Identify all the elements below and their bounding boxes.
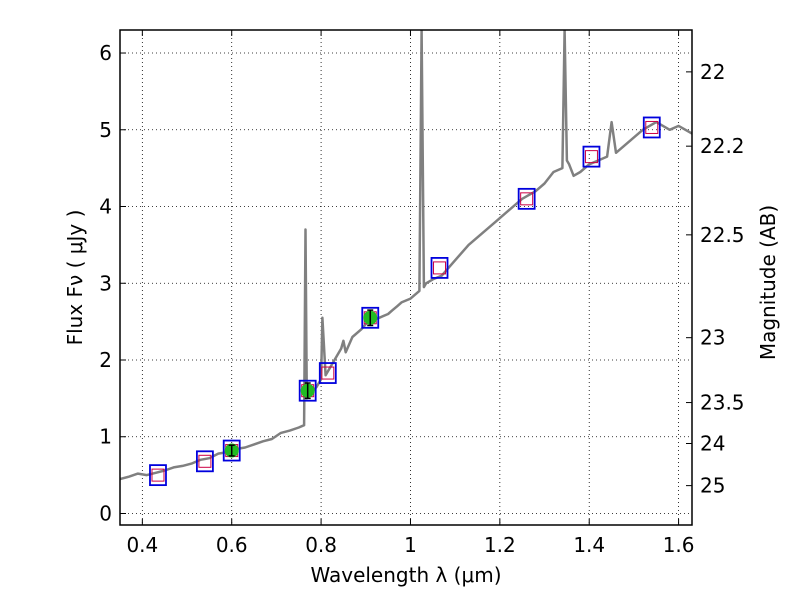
y2-tick-label: 22 xyxy=(700,60,725,84)
axes-frame xyxy=(119,29,693,526)
y2-tick-label: 22.5 xyxy=(700,223,745,247)
model-photometry-box xyxy=(149,464,167,487)
y2-tick-label: 24 xyxy=(700,431,725,455)
y-tick-label: 6 xyxy=(99,41,112,65)
y-tick-label: 4 xyxy=(99,195,112,219)
y2-tick-label: 25 xyxy=(700,474,725,498)
model-photometry-box xyxy=(222,439,241,462)
ticks: 0.4 0.6 0.8 1 1.2 1.4 1.601234562222.222.52323… xyxy=(99,30,745,557)
y2-tick-label: 23 xyxy=(700,326,725,350)
model-photometry-box xyxy=(318,362,337,384)
model-photometry-inner xyxy=(645,120,659,134)
model-photometry-inner xyxy=(520,192,534,206)
model-photometry-box xyxy=(582,145,601,168)
x-tick-label: 1.2 xyxy=(484,533,516,557)
x-tick-label: 1.4 xyxy=(573,533,605,557)
x-tick-label: 1 xyxy=(404,533,417,557)
model-photometry-box xyxy=(196,450,214,473)
model-photometry-box xyxy=(430,257,449,279)
model-photometry-inner xyxy=(321,366,335,380)
x-tick-label: 0.4 xyxy=(126,533,158,557)
model-photometry-box xyxy=(298,379,317,402)
x-tick-label: 0.6 xyxy=(216,533,248,557)
model-photometry-box xyxy=(642,116,661,139)
model-photometry-inner xyxy=(151,468,165,482)
y-tick-label: 0 xyxy=(99,501,112,525)
right-axis-label: Magnitude (AB) xyxy=(756,205,780,360)
y-axis-label: Flux Fν ( μJy ) xyxy=(63,210,87,346)
grid xyxy=(120,30,692,525)
model-photometry-inner xyxy=(584,150,598,164)
model-photometry-inner xyxy=(198,454,212,468)
y-tick-label: 2 xyxy=(99,348,112,372)
y2-tick-label: 22.2 xyxy=(700,134,745,158)
model-photometry-inner xyxy=(433,261,447,275)
x-tick-label: 1.6 xyxy=(663,533,695,557)
y-tick-label: 3 xyxy=(99,271,112,295)
plot-area xyxy=(120,30,692,487)
y2-tick-label: 23.5 xyxy=(700,391,745,415)
model-photometry-box xyxy=(361,306,380,329)
y-tick-label: 5 xyxy=(99,118,112,142)
y-tick-label: 1 xyxy=(99,425,112,449)
x-tick-label: 0.8 xyxy=(305,533,337,557)
model-photometry-box xyxy=(517,187,536,210)
x-axis-label: Wavelength λ (μm) xyxy=(310,563,501,587)
